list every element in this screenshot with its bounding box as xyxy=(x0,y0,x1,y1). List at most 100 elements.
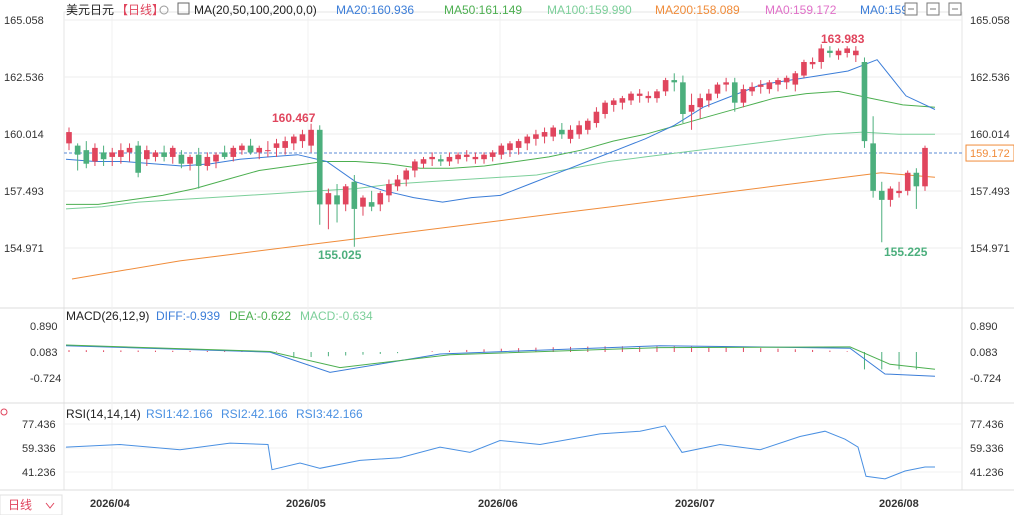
candle-body xyxy=(567,129,574,139)
candle-body xyxy=(247,145,254,153)
rsi-axis-right-label: 41.236 xyxy=(970,467,1004,479)
current-price-tag xyxy=(965,144,1014,162)
candle-body xyxy=(853,50,859,56)
candle-body xyxy=(792,73,799,85)
candle-body xyxy=(878,190,885,200)
candle-body xyxy=(714,84,721,94)
low-annotation: 155.025 xyxy=(318,248,362,262)
candle-body xyxy=(144,150,150,160)
ma0-value: MA0:159.172 xyxy=(765,3,837,17)
candle-body xyxy=(507,143,513,151)
candle-body xyxy=(204,156,211,166)
candle-body xyxy=(533,134,539,139)
period-select[interactable] xyxy=(0,494,63,515)
price-axis-right-label: 165.058 xyxy=(970,15,1010,27)
candle-body xyxy=(325,193,332,205)
candle-body xyxy=(870,143,876,191)
candle-body xyxy=(351,181,358,209)
high-annotation: 163.983 xyxy=(821,32,865,46)
shrink-icon[interactable] xyxy=(926,2,940,16)
candle-body xyxy=(437,159,444,162)
candle-body xyxy=(515,141,522,148)
candle-body xyxy=(809,61,816,65)
rsi-settings-icon[interactable] xyxy=(0,408,8,416)
candle-body xyxy=(680,82,686,114)
candle-body xyxy=(316,129,323,205)
symbol-title: 美元日元 xyxy=(66,3,114,17)
candle-body xyxy=(195,154,202,166)
macd-hist-value: MACD:-0.634 xyxy=(300,309,373,323)
candle-body xyxy=(178,154,185,164)
candle-body xyxy=(273,143,280,148)
macd-axis-right-label: -0.724 xyxy=(970,373,1001,385)
candle-body xyxy=(593,111,600,124)
price-axis-left-label: 157.493 xyxy=(4,186,44,198)
candle-body xyxy=(126,147,133,153)
candle-body xyxy=(584,120,591,130)
rsi3-value: RSI3:42.166 xyxy=(296,407,363,421)
candle-body xyxy=(239,145,245,151)
ma200-value: MA200:158.089 xyxy=(655,3,740,17)
ma100-value: MA100:159.990 xyxy=(547,3,632,17)
settings-icon[interactable] xyxy=(159,5,169,15)
candle-body xyxy=(628,93,634,101)
candle-body xyxy=(100,152,107,160)
macd-axis-left-label: 0.083 xyxy=(30,347,58,359)
candle-body xyxy=(187,156,193,164)
candle-body xyxy=(152,152,159,157)
macd-label: MACD(26,12,9) xyxy=(66,309,149,323)
candle-body xyxy=(386,184,392,196)
ma20-value: MA20:160.936 xyxy=(336,3,414,17)
ma100-line xyxy=(65,131,935,210)
candle-body xyxy=(403,170,410,180)
macd-dea-value: DEA:-0.622 xyxy=(229,309,291,323)
rsi-axis-left-label: 59.336 xyxy=(22,443,56,455)
candle-body xyxy=(377,193,384,205)
expand-icon[interactable] xyxy=(904,2,918,16)
candle-body xyxy=(636,93,643,96)
candle-body xyxy=(896,190,902,194)
ma0-value-2: MA0:159 xyxy=(860,3,908,17)
rsi-axis-left-label: 77.436 xyxy=(22,419,56,431)
macd-diff-value: DIFF:-0.939 xyxy=(156,309,220,323)
candle-body xyxy=(109,152,116,157)
candle-body xyxy=(827,50,833,53)
candle-body xyxy=(463,154,470,157)
candle-body xyxy=(83,150,90,164)
split-icon[interactable] xyxy=(948,2,962,16)
candle-body xyxy=(913,172,920,187)
candle-body xyxy=(654,91,660,99)
candle-body xyxy=(610,100,617,105)
candle-body xyxy=(645,95,652,99)
candle-body xyxy=(904,172,911,191)
candle-body xyxy=(472,156,479,160)
price-axis-left-label: 165.058 xyxy=(4,15,44,27)
candle-body xyxy=(118,150,124,157)
candle-body xyxy=(161,152,167,157)
candle-body xyxy=(602,102,608,114)
candle-body xyxy=(66,132,72,144)
candle-body xyxy=(299,134,306,142)
ma-params-label: MA(20,50,100,200,0,0) xyxy=(194,3,317,17)
candle-body xyxy=(342,186,349,205)
macd-dea-line xyxy=(65,344,936,370)
candle-body xyxy=(619,98,626,103)
rsi-axis-right-label: 77.436 xyxy=(970,419,1004,431)
macd-axis-right-label: 0.083 xyxy=(970,347,998,359)
candle-body xyxy=(334,195,340,205)
price-axis-right-label: 154.971 xyxy=(970,243,1010,255)
price-axis-left-label: 154.971 xyxy=(4,243,44,255)
candle-body xyxy=(213,154,219,162)
month-label: 2026/06 xyxy=(478,498,518,510)
month-label: 2026/05 xyxy=(286,498,326,510)
chevron-down-icon[interactable] xyxy=(45,502,55,509)
ma-settings-icon[interactable] xyxy=(177,2,190,15)
macd-axis-left-label: -0.724 xyxy=(30,373,61,385)
candle-body xyxy=(550,127,557,137)
candle-body xyxy=(818,48,825,62)
ma50-value: MA50:161.149 xyxy=(444,3,522,17)
current-price-value: 159.172 xyxy=(970,148,1010,160)
candle-body xyxy=(498,145,505,155)
low-annotation: 155.225 xyxy=(884,245,928,259)
